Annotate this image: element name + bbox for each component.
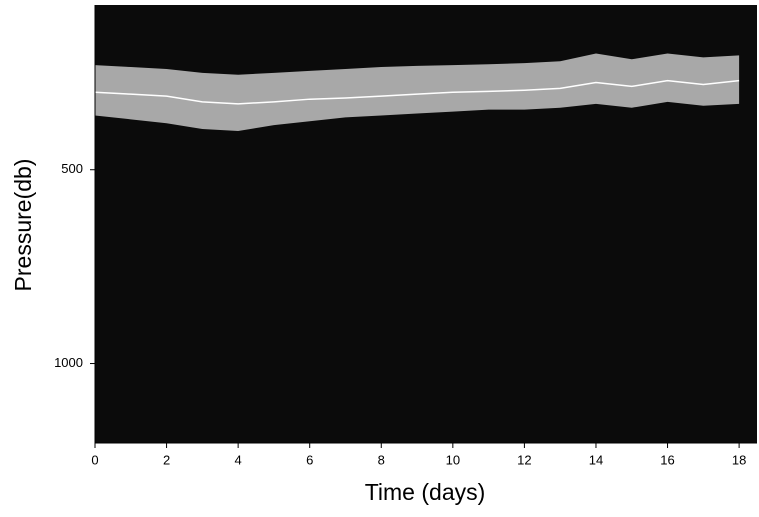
light-band xyxy=(95,53,740,131)
y-tick-label: 1000 xyxy=(54,355,83,370)
y-tick-label: 500 xyxy=(61,161,83,176)
x-tick-label: 10 xyxy=(446,452,460,467)
x-tick-label: 16 xyxy=(660,452,674,467)
x-tick-label: 2 xyxy=(163,452,170,467)
x-tick-label: 0 xyxy=(91,452,98,467)
x-tick-label: 4 xyxy=(235,452,242,467)
x-tick-label: 14 xyxy=(589,452,603,467)
contour-line xyxy=(94,79,740,105)
x-axis-title: Time (days) xyxy=(365,479,486,505)
x-tick-label: 6 xyxy=(306,452,313,467)
x-tick-label: 8 xyxy=(378,452,385,467)
x-tick-label: 18 xyxy=(732,452,746,467)
y-axis-title: Pressure(db) xyxy=(10,159,36,292)
x-tick-label: 12 xyxy=(517,452,531,467)
